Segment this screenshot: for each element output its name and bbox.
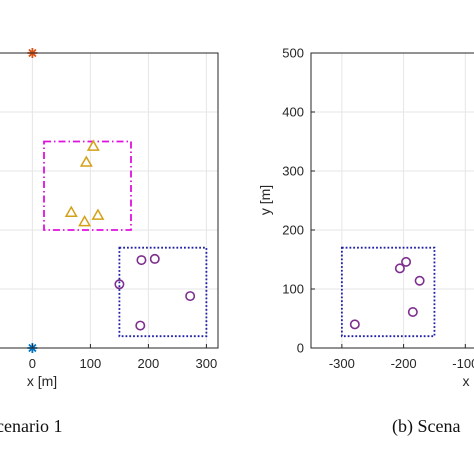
x-tick-label: -300 (329, 356, 355, 371)
panel-a-grid (0, 52, 218, 349)
panel-a-points (27, 48, 196, 353)
y-tick-label: 400 (282, 105, 304, 120)
panel-b-scenario: -300 -200 -100 0 100 200 300 400 500 x y [m] (b)… (257, 46, 474, 437)
panel-a-caption: cenario 1 (0, 416, 62, 436)
device-circle-marker (349, 319, 360, 330)
panel-b-y-axis-label: y [m] (257, 185, 273, 215)
device-circle-marker (114, 279, 125, 290)
panel-b-tick-labels: -300 -200 -100 0 100 200 300 400 500 (282, 46, 474, 372)
x-tick-label: 100 (80, 356, 102, 371)
panel-a-axes (0, 52, 219, 349)
region-rectangle (340, 246, 436, 338)
panel-b-caption: (b) Scena (392, 416, 460, 437)
region-rectangle (43, 140, 132, 231)
panel-a-scenario-1: 0 100 200 300 x [m] cenario 1 (0, 48, 219, 436)
device-circle-marker (414, 275, 425, 286)
device-circle-marker (401, 256, 412, 267)
x-tick-label: 300 (196, 356, 218, 371)
panel-b-points (349, 256, 425, 330)
device-triangle-marker (91, 208, 105, 220)
device-triangle-marker (79, 155, 93, 167)
panel-b-regions (340, 246, 436, 338)
device-circle-marker (407, 307, 418, 318)
y-tick-label: 300 (282, 164, 304, 179)
panel-a-x-axis-label: x [m] (27, 373, 57, 389)
axes-frame (0, 52, 219, 349)
panel-b-grid (311, 52, 474, 349)
device-triangle-marker (86, 139, 100, 151)
device-circle-marker (149, 253, 160, 264)
device-circle-marker (185, 291, 196, 302)
device-circle-marker (394, 263, 405, 274)
panel-a-tick-labels: 0 100 200 300 (29, 356, 217, 371)
axes-frame (310, 52, 474, 349)
panel-b-axes (310, 52, 474, 349)
x-tick-label: 200 (138, 356, 160, 371)
panel-b-x-axis-label: x (463, 373, 470, 389)
device-circle-marker (135, 320, 146, 331)
region-rectangle (118, 246, 208, 338)
y-tick-label: 100 (282, 282, 304, 297)
y-tick-label: 200 (282, 223, 304, 238)
x-tick-label: -100 (452, 356, 474, 371)
x-tick-label: -200 (391, 356, 417, 371)
x-tick-label: 0 (29, 356, 36, 371)
device-triangle-marker (64, 205, 78, 217)
y-tick-label: 0 (297, 341, 304, 356)
panel-a-regions (43, 140, 208, 338)
device-triangle-marker (78, 215, 92, 227)
y-tick-label: 500 (282, 46, 304, 61)
device-circle-marker (136, 255, 147, 266)
